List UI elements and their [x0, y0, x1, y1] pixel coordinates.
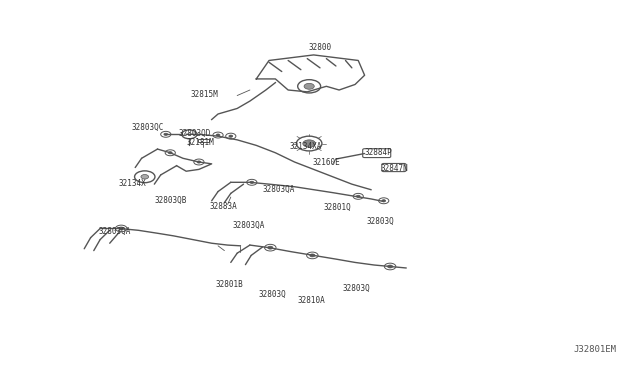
Circle shape	[164, 133, 168, 135]
Circle shape	[229, 135, 233, 137]
Text: 32803QD: 32803QD	[179, 129, 211, 138]
Circle shape	[304, 83, 314, 89]
Text: 32160E: 32160E	[312, 158, 340, 167]
Text: 32801B: 32801B	[216, 280, 243, 289]
Circle shape	[216, 134, 220, 136]
Text: 32803QA: 32803QA	[99, 227, 131, 235]
Circle shape	[268, 246, 273, 249]
Text: 32134X: 32134X	[118, 179, 146, 187]
Circle shape	[388, 265, 393, 268]
Circle shape	[310, 254, 315, 257]
Text: 32815M: 32815M	[190, 90, 218, 99]
Text: 32803Q: 32803Q	[342, 284, 370, 293]
Text: 32803QA: 32803QA	[262, 185, 295, 194]
Text: 32883A: 32883A	[209, 202, 237, 211]
Bar	[198, 139, 209, 142]
Circle shape	[356, 195, 360, 198]
Text: J32801EM: J32801EM	[573, 345, 616, 354]
Text: 32803Q: 32803Q	[367, 217, 394, 226]
Circle shape	[141, 174, 148, 179]
Text: 32803QB: 32803QB	[154, 196, 186, 205]
Circle shape	[382, 200, 386, 202]
Text: 32803QA: 32803QA	[232, 221, 265, 230]
Text: 32134XA: 32134XA	[290, 142, 322, 151]
Text: 32800: 32800	[308, 43, 332, 52]
Text: 32181M: 32181M	[187, 138, 214, 147]
Circle shape	[303, 140, 316, 147]
Text: 32803Q: 32803Q	[259, 291, 286, 299]
Circle shape	[250, 181, 253, 183]
Text: 32810A: 32810A	[298, 296, 326, 305]
Circle shape	[197, 161, 201, 163]
Text: 32801Q: 32801Q	[323, 203, 351, 212]
Circle shape	[168, 152, 172, 154]
Circle shape	[118, 227, 124, 230]
Text: 32803QC: 32803QC	[132, 123, 164, 132]
Text: 32884P: 32884P	[365, 148, 392, 157]
Text: 32847N: 32847N	[381, 164, 408, 173]
